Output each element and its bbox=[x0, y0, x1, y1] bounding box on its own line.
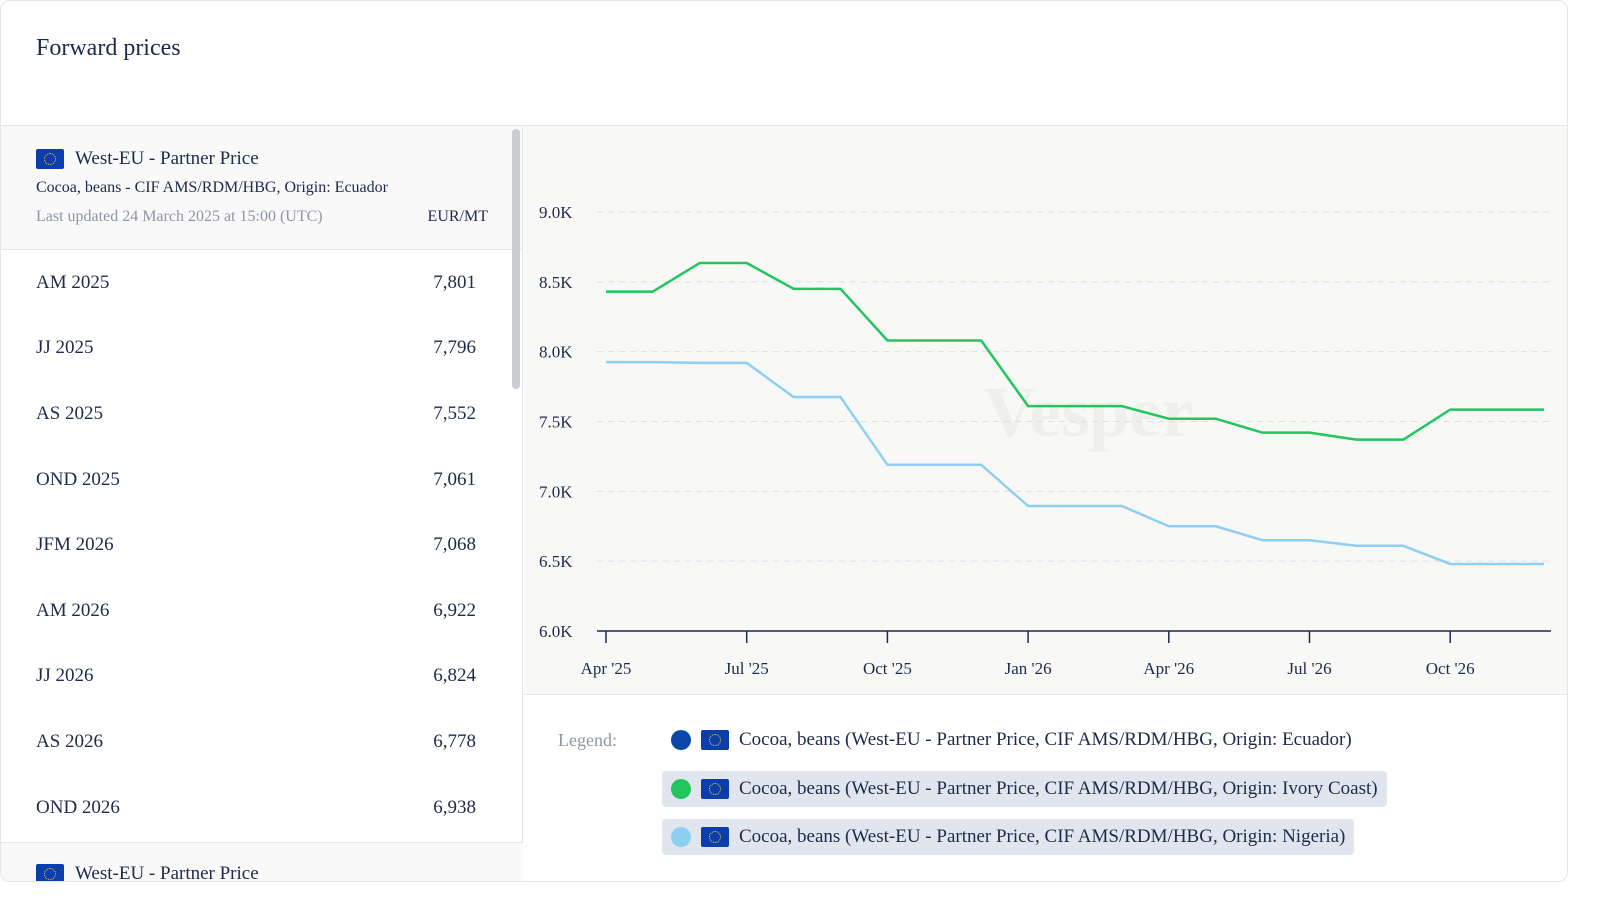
page-title: Forward prices bbox=[36, 35, 181, 61]
y-tick-label: 7.5K bbox=[539, 413, 573, 432]
x-tick-label: Oct '25 bbox=[863, 659, 912, 678]
legend-item[interactable]: Cocoa, beans (West-EU - Partner Price, C… bbox=[662, 770, 1387, 807]
period-label: AS 2025 bbox=[36, 402, 104, 424]
series-color-dot bbox=[671, 827, 691, 847]
period-label: AS 2026 bbox=[36, 730, 104, 752]
price-row[interactable]: AS 2026 6,778 bbox=[1, 709, 511, 775]
period-label: OND 2025 bbox=[36, 468, 120, 490]
y-tick-label: 7.0K bbox=[539, 482, 573, 501]
price-value: 6,778 bbox=[433, 730, 476, 752]
eu-flag-icon bbox=[36, 864, 64, 881]
series-line-nigeria bbox=[606, 360, 1544, 566]
unit-label: EUR/MT bbox=[427, 208, 488, 225]
series-header-next[interactable]: West-EU - Partner Price bbox=[1, 842, 523, 882]
line-chart: Vesper 6.0K 6.5K 7.0K 7.5K 8.0K 8.5K 9.0K Apr '2… bbox=[539, 203, 1551, 678]
series-source: West-EU - Partner Price bbox=[75, 148, 259, 169]
price-value: 7,552 bbox=[433, 402, 476, 424]
period-label: JFM 2026 bbox=[36, 534, 114, 556]
scrollbar[interactable] bbox=[512, 129, 520, 389]
price-value: 7,796 bbox=[433, 337, 476, 359]
series-header[interactable]: West-EU - Partner Price Cocoa, beans - C… bbox=[1, 126, 522, 250]
x-tick-label: Apr '26 bbox=[1143, 659, 1194, 678]
price-row[interactable]: AM 2026 6,922 bbox=[1, 578, 511, 644]
series-color-dot bbox=[671, 730, 691, 750]
price-rows: AM 2025 7,801 JJ 2025 7,796 AS 2025 7,552 OND … bbox=[1, 250, 511, 840]
chart-area: Vesper 6.0K 6.5K 7.0K 7.5K 8.0K 8.5K 9.0K Apr '2… bbox=[524, 126, 1567, 695]
series-product: Cocoa, beans - CIF AMS/RDM/HBG, Origin: … bbox=[36, 179, 388, 196]
price-row[interactable]: JFM 2026 7,068 bbox=[1, 512, 511, 578]
price-list-panel: West-EU - Partner Price Cocoa, beans - C… bbox=[1, 126, 523, 882]
period-label: AM 2025 bbox=[36, 271, 110, 293]
legend-item-label: Cocoa, beans (West-EU - Partner Price, C… bbox=[739, 826, 1346, 847]
y-tick-label: 8.0K bbox=[539, 343, 573, 362]
eu-flag-icon bbox=[701, 778, 729, 799]
last-updated: Last updated 24 March 2025 at 15:00 (UTC… bbox=[36, 208, 323, 225]
series-line-ivory-coast bbox=[606, 261, 1544, 441]
price-value: 6,938 bbox=[433, 796, 476, 818]
eu-flag-icon bbox=[36, 149, 64, 169]
price-row[interactable]: AS 2025 7,552 bbox=[1, 381, 511, 447]
y-tick-label: 8.5K bbox=[539, 273, 573, 292]
x-tick-label: Jul '26 bbox=[1287, 659, 1331, 678]
divider bbox=[1, 125, 1567, 126]
x-tick-label: Apr '25 bbox=[581, 659, 632, 678]
legend-item-label: Cocoa, beans (West-EU - Partner Price, C… bbox=[739, 777, 1378, 799]
price-row[interactable]: AM 2025 7,801 bbox=[1, 250, 511, 316]
legend-item-label: Cocoa, beans (West-EU - Partner Price, C… bbox=[739, 729, 1352, 750]
period-label: JJ 2025 bbox=[36, 337, 94, 359]
period-label: AM 2026 bbox=[36, 599, 110, 621]
price-value: 6,922 bbox=[433, 599, 476, 621]
price-value: 7,061 bbox=[433, 468, 476, 490]
y-tick-label: 9.0K bbox=[539, 203, 573, 222]
price-value: 7,801 bbox=[433, 271, 476, 293]
x-tick-label: Jan '26 bbox=[1005, 659, 1052, 678]
price-row[interactable]: OND 2025 7,061 bbox=[1, 447, 511, 513]
series-color-dot bbox=[671, 778, 691, 799]
period-label: JJ 2026 bbox=[36, 665, 94, 687]
eu-flag-icon bbox=[701, 730, 729, 750]
period-label: OND 2026 bbox=[36, 796, 120, 818]
price-row[interactable]: OND 2026 6,938 bbox=[1, 775, 511, 841]
legend-item[interactable]: Cocoa, beans (West-EU - Partner Price, C… bbox=[662, 819, 1355, 855]
legend-label: Legend: bbox=[558, 730, 617, 750]
x-tick-label: Oct '26 bbox=[1426, 659, 1475, 678]
y-tick-label: 6.5K bbox=[539, 552, 573, 571]
x-tick-label: Jul '25 bbox=[725, 659, 769, 678]
forward-prices-card: Forward prices West-EU - Partner Price C… bbox=[0, 0, 1568, 882]
legend-item[interactable]: Cocoa, beans (West-EU - Partner Price, C… bbox=[662, 722, 1361, 758]
price-value: 6,824 bbox=[433, 665, 476, 687]
price-row[interactable]: JJ 2025 7,796 bbox=[1, 316, 511, 382]
price-row[interactable]: JJ 2026 6,824 bbox=[1, 644, 511, 710]
watermark: Vesper bbox=[984, 372, 1193, 452]
y-tick-label: 6.0K bbox=[539, 622, 573, 641]
price-value: 7,068 bbox=[433, 534, 476, 556]
series-source: West-EU - Partner Price bbox=[75, 863, 259, 882]
eu-flag-icon bbox=[701, 827, 729, 847]
